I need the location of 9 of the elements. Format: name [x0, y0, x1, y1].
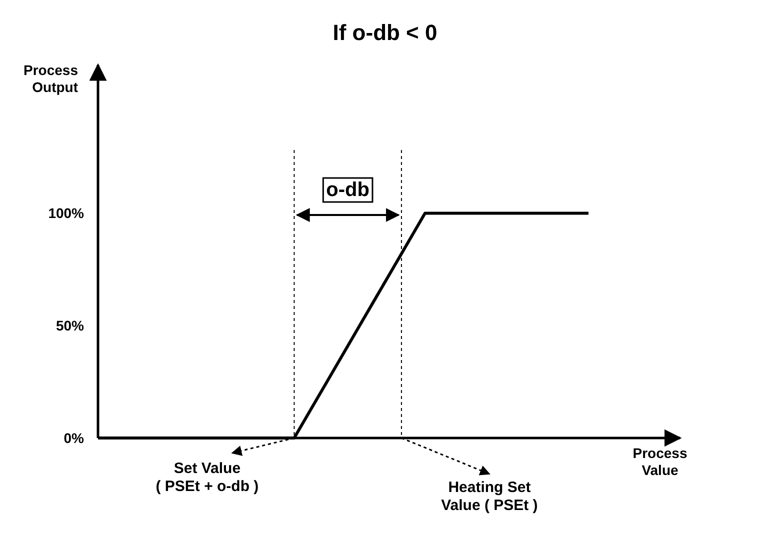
chart-title: If o-db < 0	[332, 20, 438, 45]
y-axis-title: Process Output	[24, 62, 78, 95]
text: Set Value ( PSEt + o-db )	[156, 460, 259, 495]
y-tick-label: 50%	[56, 318, 85, 334]
annotation: o-db	[326, 179, 370, 201]
text: Heating Set Value ( PSEt )	[441, 479, 538, 514]
y-tick-label: 0%	[64, 430, 85, 446]
y-tick-label: 100%	[48, 205, 85, 222]
x-axis-title: Process Value	[632, 445, 688, 478]
